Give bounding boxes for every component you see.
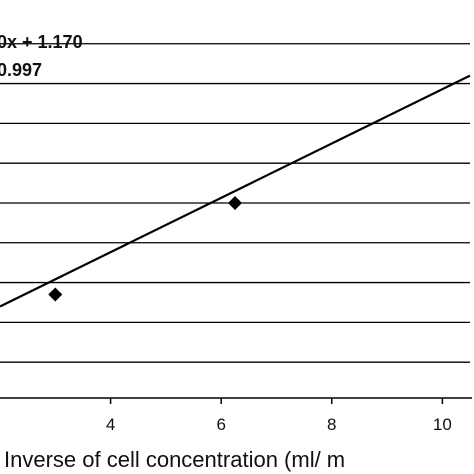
trend-line [0,74,471,308]
x-tick-label-10: 10 [433,415,452,434]
x-axis-ticks: 4 6 8 10 [106,398,452,434]
x-tick-label-6: 6 [216,415,225,434]
x-tick-label-4: 4 [106,415,115,434]
data-points [48,195,242,302]
equation-annotation: 0x + 1.170 [0,32,83,52]
data-point-1 [228,195,242,210]
r-squared-annotation: 0.997 [0,60,42,80]
data-point-0 [48,287,63,302]
x-axis-title: Inverse of cell concentration (ml/ m [4,447,345,472]
x-tick-label-8: 8 [327,415,336,434]
